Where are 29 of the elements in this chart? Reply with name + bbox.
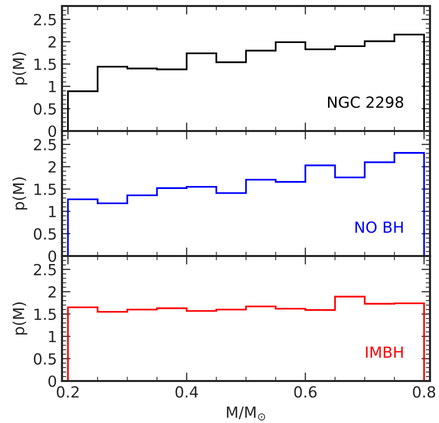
y-tick-label: 1 xyxy=(49,81,56,92)
y-tick-label: 2 xyxy=(48,161,56,173)
series-label: IMBH xyxy=(366,346,403,358)
y-tick-label: 1 xyxy=(49,331,56,342)
y-tick-label: 1.5 xyxy=(34,58,56,70)
series-label: NO BH xyxy=(355,221,403,233)
y-tick-label: 1.5 xyxy=(34,308,56,320)
y-axis-title: p(M) xyxy=(12,52,28,85)
x-axis-title: M/M$_{⊙}$ xyxy=(226,406,266,420)
x-tick-label: 0.2 xyxy=(56,386,79,398)
y-tick-label: 0.5 xyxy=(34,353,56,365)
y-tick-label: 2.5 xyxy=(34,264,56,276)
y-tick-label: 0 xyxy=(48,125,56,138)
x-tick-label: 0.8 xyxy=(412,386,436,398)
y-tick-label: 2.5 xyxy=(34,138,56,150)
y-tick-label: 0 xyxy=(48,250,56,262)
y-tick-label: 2.5 xyxy=(34,14,56,26)
y-tick-label: 2 xyxy=(48,286,56,298)
y-tick-label: 2 xyxy=(48,36,56,48)
x-tick-label: 0.6 xyxy=(294,386,317,398)
y-tick-label: 1 xyxy=(49,206,56,218)
series-label: NGC 2298 xyxy=(328,96,404,108)
y-tick-label: 0 xyxy=(48,375,56,388)
y-tick-label: 0.5 xyxy=(34,103,56,115)
y-tick-label: 0.5 xyxy=(34,228,56,240)
y-axis-title: p(M) xyxy=(12,177,28,210)
y-axis-title: p(M) xyxy=(12,302,28,335)
x-tick-label: 0.4 xyxy=(176,386,198,398)
y-tick-label: 1.5 xyxy=(34,184,56,196)
